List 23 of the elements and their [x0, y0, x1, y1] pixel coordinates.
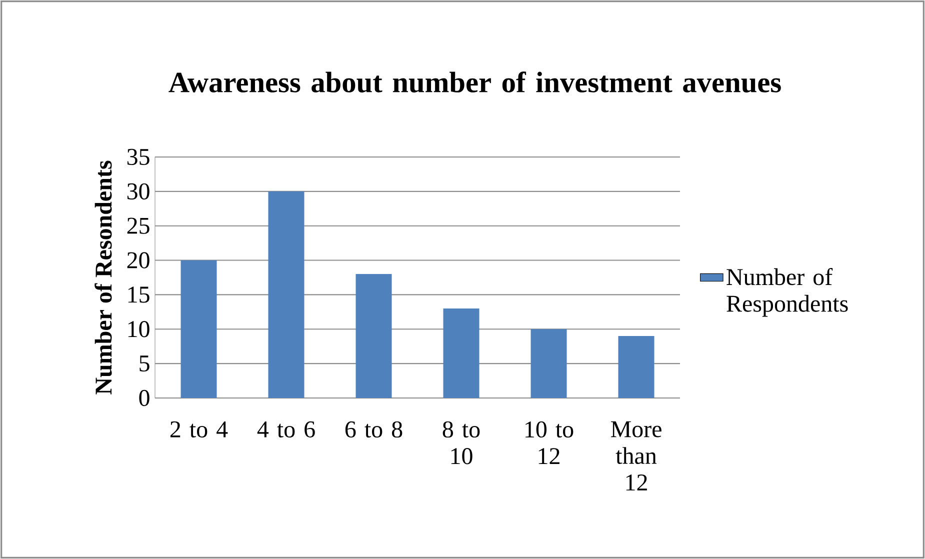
chart-title: Awareness about number of investment avenues: [168, 71, 781, 92]
bar: [180, 260, 217, 398]
y-axis-title: Number of Resondents: [94, 160, 112, 394]
x-tick-label: More than 12: [610, 421, 662, 490]
bar: [443, 308, 480, 398]
x-tick-label: 4 to 6: [257, 421, 315, 438]
x-tick-label: 6 to 8: [345, 421, 402, 438]
y-tick-label: 10: [128, 321, 150, 338]
y-tick-label: 5: [140, 356, 150, 372]
legend-label: Number of Respondents: [726, 268, 848, 317]
y-tick-label: 0: [139, 390, 150, 406]
bar: [268, 191, 304, 398]
x-tick-label: 2 to 4: [170, 421, 228, 438]
y-tick-label: 15: [128, 286, 150, 303]
x-tick-label: 10 to 12: [526, 421, 574, 464]
y-tick-label: 20: [127, 252, 150, 268]
y-tick-label: 35: [127, 148, 150, 166]
bar: [530, 329, 567, 398]
y-tick-label: 25: [127, 218, 150, 234]
bar: [356, 274, 392, 398]
y-tick-label: 30: [127, 183, 150, 200]
bar: [618, 336, 654, 398]
x-tick-label: 8 to 10: [442, 421, 480, 464]
